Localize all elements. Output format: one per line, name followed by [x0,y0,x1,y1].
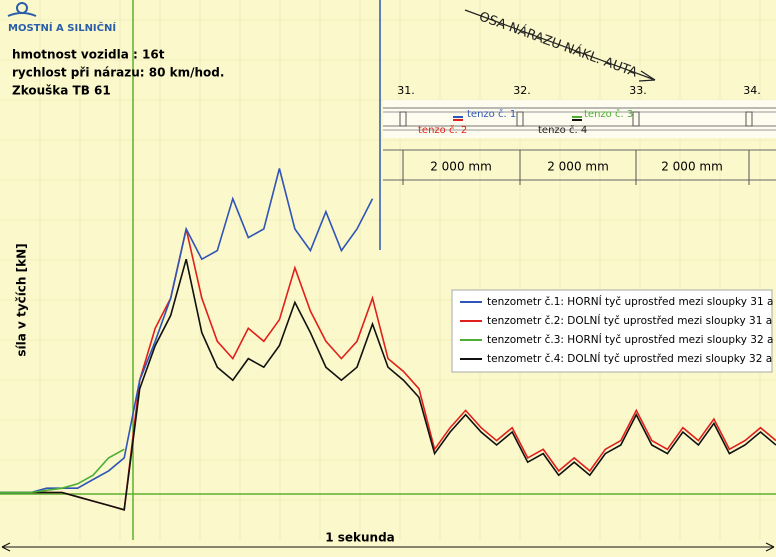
impact-arrow [464,9,656,81]
x-axis-label: 1 sekunda [325,531,395,545]
post [516,111,524,127]
span-label: 2 000 mm [547,160,609,174]
post-label: 32. [513,84,531,97]
post-label: 31. [397,84,415,97]
info-line: Zkouška TB 61 [12,84,111,98]
post-label: 34. [743,84,761,97]
post-label: 33. [629,84,647,97]
span-label: 2 000 mm [430,160,492,174]
grid [0,0,776,540]
post [399,111,407,127]
legend-box [451,289,773,373]
legend-label: tenzometr č.1: HORNÍ tyč uprostřed mezi … [487,295,776,308]
series-line [0,258,776,511]
legend-label: tenzometr č.3: HORNÍ tyč uprostřed mezi … [487,333,776,346]
legend: tenzometr č.1: HORNÍ tyč uprostřed mezi … [451,289,776,373]
info-line: rychlost při nárazu: 80 km/hod. [12,66,224,80]
gauge-label: tenzo č. 3 [584,108,633,120]
post [632,111,640,127]
legend-label: tenzometr č.4: DOLNÍ tyč uprostřed mezi … [487,352,776,365]
legend-label: tenzometr č.2: DOLNÍ tyč uprostřed mezi … [487,314,776,327]
series-group [0,168,776,511]
arrow-head [1,542,775,552]
gauge-label: tenzo č. 4 [538,124,587,136]
gauge-label: tenzo č. 1 [467,108,516,120]
span-label: 2 000 mm [661,160,723,174]
info-line: hmotnost vozidla : 16t [12,48,165,62]
gauge-label: tenzo č. 2 [418,124,467,136]
logo [7,12,37,17]
post [745,111,753,127]
arrow-head [638,70,656,82]
brand: MOSTNÍ A SILNIČNÍ [8,21,116,34]
series-line [0,448,125,494]
y-axis-label: síla v tyčích [kN] [15,243,29,356]
